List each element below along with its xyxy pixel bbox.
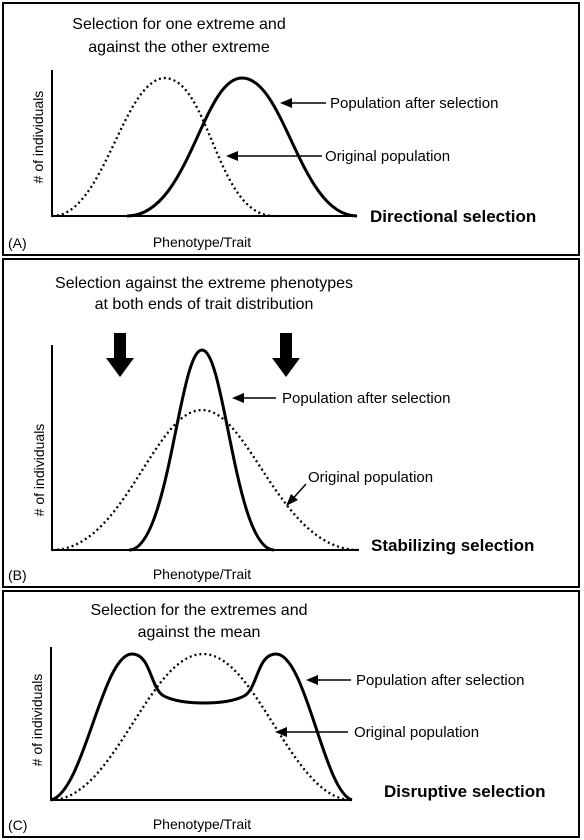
panel-a-x-axis-label: Phenotype/Trait — [153, 234, 251, 250]
panel-a-after-label: Population after selection — [330, 95, 498, 112]
panel-a-figure: Selection for one extreme and against th… — [8, 16, 536, 251]
panel-b-after-curve — [128, 348, 275, 552]
panel-b-selection-type: Stabilizing selection — [371, 536, 534, 555]
panel-c-title-line-1: Selection for the extremes and — [90, 602, 307, 619]
panel-b-y-axis-label: # of individuals — [31, 424, 47, 517]
panel-b-after-label: Population after selection — [282, 390, 450, 407]
panel-a-tag: (A) — [8, 235, 27, 251]
panel-disruptive: Selection for the extremes and against t… — [2, 590, 580, 838]
panel-stabilizing: Selection against the extreme phenotypes… — [2, 258, 580, 588]
panel-a-axes — [51, 70, 357, 217]
panel-c-axes — [50, 647, 352, 801]
panel-b-axes — [51, 345, 359, 551]
panel-c-figure: Selection for the extremes and against t… — [8, 602, 546, 833]
panel-b-title-line-1: Selection against the extreme phenotypes — [55, 275, 353, 292]
panel-a-original-arrowhead — [226, 151, 238, 161]
panel-a-y-axis-label: # of individuals — [30, 91, 46, 184]
panel-c-original-label: Original population — [354, 724, 479, 741]
panel-c-after-arrowhead — [306, 675, 318, 685]
panel-c-after-label: Population after selection — [356, 672, 524, 689]
panel-c-x-axis-label: Phenotype/Trait — [153, 816, 251, 832]
panel-c-y-axis-label: # of individuals — [29, 674, 45, 767]
panel-c-tag: (C) — [8, 817, 27, 833]
panel-b-original-label: Original population — [308, 469, 433, 486]
panel-c-original-arrowhead — [275, 727, 287, 737]
panel-a-original-curve — [51, 76, 275, 218]
panel-a-after-arrowhead — [280, 98, 292, 108]
panel-a-original-label: Original population — [325, 148, 450, 165]
panel-c-after-curve — [50, 652, 353, 802]
panel-b-original-arrowhead — [286, 494, 298, 506]
panel-b-selection-arrow-right — [272, 333, 300, 377]
panel-b-after-arrowhead — [232, 393, 244, 403]
panel-a-title-line-1: Selection for one extreme and — [72, 16, 285, 33]
panel-directional: Selection for one extreme and against th… — [2, 2, 580, 256]
panel-b-tag: (B) — [8, 567, 27, 583]
panel-a-after-curve — [126, 76, 358, 218]
panel-c-title-line-2: against the mean — [138, 624, 261, 641]
panel-a-selection-type: Directional selection — [370, 207, 536, 226]
panel-b-selection-arrow-left — [106, 333, 134, 377]
panel-b-x-axis-label: Phenotype/Trait — [153, 566, 251, 582]
panel-c-selection-type: Disruptive selection — [384, 782, 546, 801]
panel-c-original-curve — [50, 652, 353, 802]
panel-b-title-line-2: at both ends of trait distribution — [95, 296, 314, 313]
panel-a-title-line-2: against the other extreme — [88, 39, 270, 56]
panel-b-figure: Selection against the extreme phenotypes… — [8, 275, 534, 583]
panel-b-original-curve — [51, 408, 360, 552]
